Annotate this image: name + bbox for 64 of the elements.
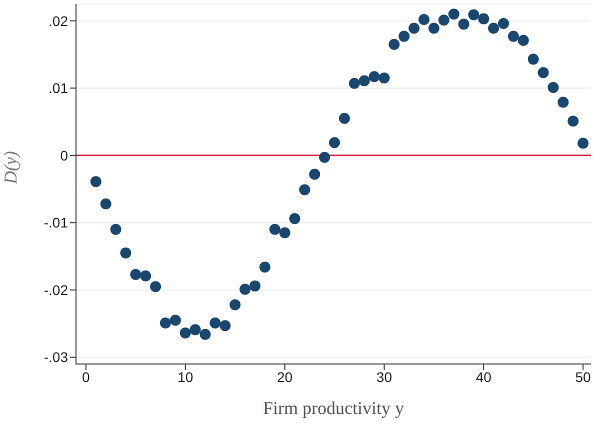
y-axis-title: D(y) xyxy=(0,151,20,185)
point xyxy=(428,22,440,34)
y-tick-label: 0 xyxy=(60,147,68,164)
point xyxy=(408,22,420,34)
y-tick-label: .01 xyxy=(48,80,68,96)
point xyxy=(438,14,450,26)
point xyxy=(328,137,340,148)
point xyxy=(538,67,549,78)
point xyxy=(558,96,569,108)
x-axis-title: Firm productivity y xyxy=(263,398,404,418)
point xyxy=(368,71,380,82)
point xyxy=(468,9,480,20)
point xyxy=(150,281,162,292)
point xyxy=(418,14,430,25)
point xyxy=(488,22,500,34)
point xyxy=(528,54,539,65)
point xyxy=(190,324,201,336)
point xyxy=(348,78,360,89)
point xyxy=(508,30,519,42)
x-tick-label: 50 xyxy=(575,368,592,385)
point xyxy=(458,18,470,30)
point xyxy=(210,317,221,328)
x-tick-label: 10 xyxy=(178,368,194,385)
point xyxy=(358,75,370,86)
point xyxy=(269,224,280,235)
point xyxy=(498,18,510,30)
point xyxy=(568,116,579,127)
point xyxy=(170,314,181,326)
point xyxy=(548,82,559,93)
point xyxy=(518,34,529,46)
point xyxy=(319,152,330,163)
y-tick-label: .02 xyxy=(48,12,68,29)
point xyxy=(240,284,251,295)
point xyxy=(338,112,350,124)
y-tick-label: -.01 xyxy=(44,214,68,231)
point xyxy=(90,176,102,188)
y-tick-label: -.03 xyxy=(44,349,68,366)
point xyxy=(289,213,300,224)
point xyxy=(130,269,142,280)
point xyxy=(180,328,191,339)
point xyxy=(578,138,589,149)
point xyxy=(249,280,260,292)
point xyxy=(100,198,112,210)
point xyxy=(220,320,231,332)
point xyxy=(140,270,152,282)
point xyxy=(110,224,122,235)
point xyxy=(279,227,290,238)
x-tick-label: 0 xyxy=(82,368,90,385)
y-tick-label: -.02 xyxy=(44,282,68,298)
point xyxy=(478,13,490,24)
x-tick-label: 30 xyxy=(376,368,392,385)
point xyxy=(160,317,171,328)
point xyxy=(299,184,310,196)
point xyxy=(448,8,460,20)
x-tick-label: 20 xyxy=(276,368,293,385)
point xyxy=(230,299,241,310)
point xyxy=(259,262,270,273)
point xyxy=(388,38,400,50)
point xyxy=(398,30,410,42)
point xyxy=(378,72,390,84)
point xyxy=(120,247,132,258)
point xyxy=(200,328,211,340)
x-tick-label: 40 xyxy=(476,368,492,385)
point xyxy=(309,168,320,180)
